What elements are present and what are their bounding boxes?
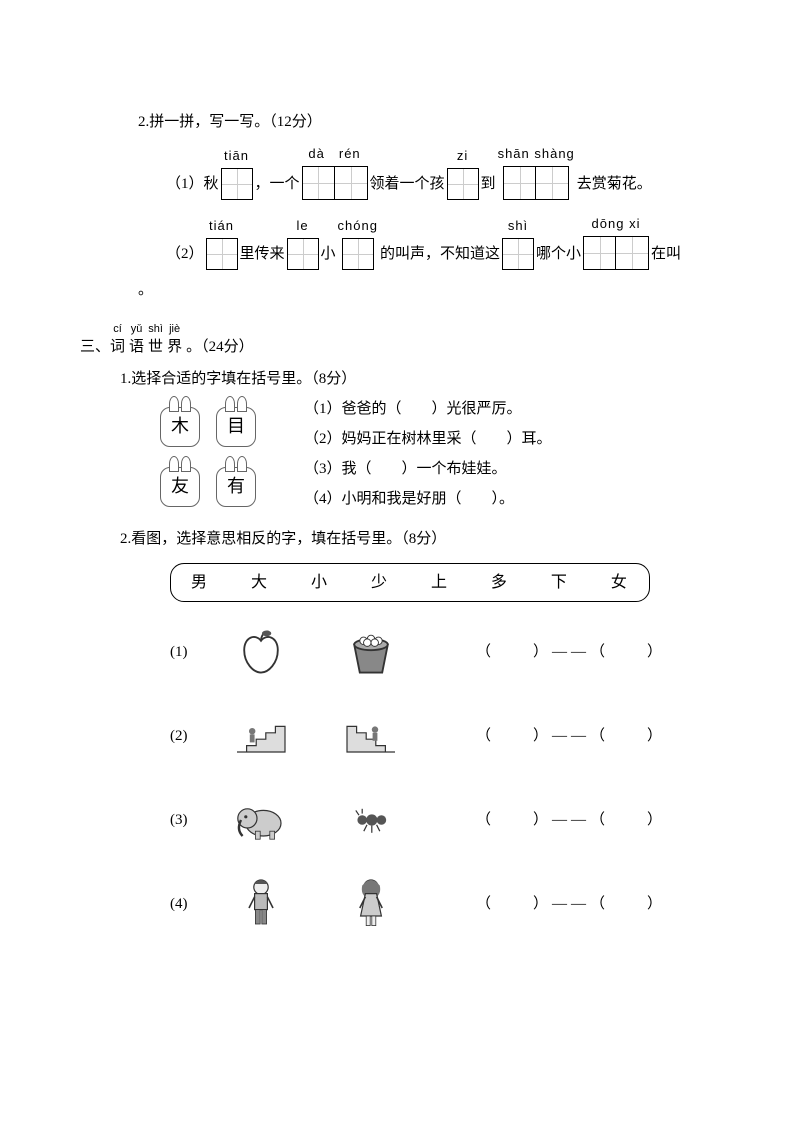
char-box-chong[interactable]: chóng: [338, 216, 378, 270]
option-char: 上: [431, 570, 449, 596]
char-box-daren[interactable]: dà rén: [302, 144, 368, 200]
girl-icon: [316, 872, 426, 936]
elephant-icon: [206, 788, 316, 852]
bunny-pair-2: 友 有 （3）我（ ）一个布娃娃。 （4）小明和我是好朋（ ）。: [152, 457, 714, 517]
apple-icon: [206, 620, 316, 684]
text: 领着一个孩: [370, 172, 445, 200]
text: 里传来: [240, 242, 285, 270]
option-char: 下: [551, 570, 569, 596]
fill-line: （3）我（ ）一个布娃娃。: [304, 457, 514, 481]
option-char: 男: [191, 570, 209, 596]
char-box-shi[interactable]: shì: [502, 216, 534, 270]
text: 的叫声，不知道这: [380, 242, 500, 270]
img-row-1: (1) （ ）——（ ）: [170, 620, 714, 684]
text: 在叫: [651, 242, 681, 270]
option-char: 大: [251, 570, 269, 596]
text: 小: [321, 242, 336, 270]
pinyin: dōng xi: [592, 214, 641, 235]
stairs-down-icon: [316, 704, 426, 768]
pinyin: le: [296, 216, 308, 237]
img-row-2: (2) （ ）——（ ）: [170, 704, 714, 768]
boy-icon: [206, 872, 316, 936]
options-box: 男 大 小 少 上 多 下 女: [170, 563, 650, 603]
text: 到: [481, 172, 496, 200]
text: 去赏菊花。: [577, 172, 652, 200]
fill-line: （4）小明和我是好朋（ ）。: [304, 487, 514, 511]
pinyin: tiān: [224, 146, 249, 167]
answer-blank[interactable]: （ ）——（ ）: [476, 808, 666, 832]
img-row-4: (4) （ ）——（ ）: [170, 872, 714, 936]
option-char: 少: [371, 570, 389, 596]
bucket-icon: [316, 620, 426, 684]
char-box-tian[interactable]: tiān: [221, 146, 253, 200]
char-box-zi[interactable]: zi: [447, 146, 479, 200]
char-box-dongxi[interactable]: dōng xi: [583, 214, 649, 270]
section-num: 三、: [80, 324, 110, 359]
img-row-3: (3) （ ）——（ ）: [170, 788, 714, 852]
char-box-le[interactable]: le: [287, 216, 319, 270]
q2-title: 2.拼一拼，写一写。（12分）: [138, 110, 714, 134]
bunny-option[interactable]: 友: [160, 467, 200, 507]
option-char: 多: [491, 570, 509, 596]
stairs-up-icon: [206, 704, 316, 768]
s3q2-title: 2.看图，选择意思相反的字，填在括号里。（8分）: [120, 527, 714, 551]
option-char: 小: [311, 570, 329, 596]
option-char: 女: [611, 570, 629, 596]
text: ，一个: [255, 172, 300, 200]
ruby-char: 语: [129, 335, 144, 359]
section3-title: 三、 cí词 yǔ语 shì世 jiè界 。（24分）: [80, 324, 714, 359]
bunny-option[interactable]: 目: [216, 407, 256, 447]
q2-line1: （1）秋 tiān ，一个 dà rén 领着一个孩 zi 到 shān shà…: [166, 144, 714, 200]
pinyin: shì: [508, 216, 528, 237]
pinyin: dà rén: [308, 144, 360, 165]
ruby-pinyin: cí: [113, 324, 122, 335]
text: 哪个小: [536, 242, 581, 270]
ruby-char: 界: [167, 335, 182, 359]
row-num: (3): [170, 808, 206, 832]
ruby-pinyin: yǔ: [131, 324, 143, 335]
fill-line: （1）爸爸的（ ）光很严厉。: [304, 397, 552, 421]
row-num: (1): [170, 640, 206, 664]
pinyin: chóng: [338, 216, 378, 237]
section-tail: 。（24分）: [186, 324, 254, 359]
s3q1-title: 1.选择合适的字填在括号里。（8分）: [120, 367, 714, 391]
pinyin: tián: [209, 216, 234, 237]
row-num: (2): [170, 724, 206, 748]
bunny-option[interactable]: 有: [216, 467, 256, 507]
answer-blank[interactable]: （ ）——（ ）: [476, 892, 666, 916]
pinyin: shān shàng: [498, 144, 575, 165]
char-box-shanshang[interactable]: shān shàng: [498, 144, 575, 200]
char-box-tian2[interactable]: tián: [206, 216, 238, 270]
text: （1）秋: [166, 172, 219, 200]
bunny-pair-1: 木 目 （1）爸爸的（ ）光很严厉。 （2）妈妈正在树林里采（ ）耳。: [152, 397, 714, 457]
text: （2）: [166, 242, 204, 270]
fill-line: （2）妈妈正在树林里采（ ）耳。: [304, 427, 552, 451]
pinyin: zi: [457, 146, 468, 167]
ruby-pinyin: shì: [148, 324, 163, 335]
period: 。: [138, 278, 714, 302]
bunny-option[interactable]: 木: [160, 407, 200, 447]
row-num: (4): [170, 892, 206, 916]
q2-line2: （2） tián 里传来 le 小 chóng 的叫声，不知道这 shì 哪个小…: [166, 214, 714, 270]
ruby-pinyin: jiè: [169, 324, 180, 335]
answer-blank[interactable]: （ ）——（ ）: [476, 640, 666, 664]
ruby-char: 世: [148, 335, 163, 359]
ant-icon: [316, 788, 426, 852]
ruby-char: 词: [110, 335, 125, 359]
answer-blank[interactable]: （ ）——（ ）: [476, 724, 666, 748]
